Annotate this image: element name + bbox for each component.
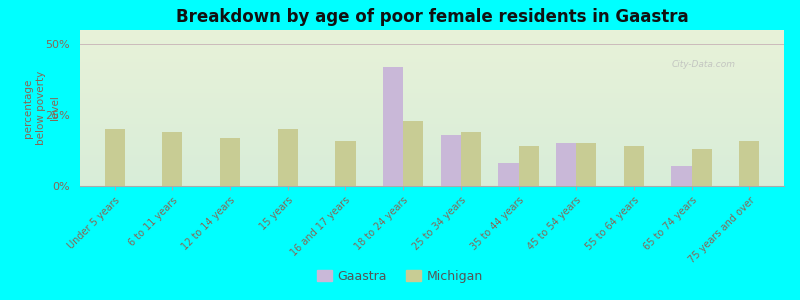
Bar: [403, 121, 423, 186]
Bar: [671, 166, 692, 186]
Bar: [335, 141, 355, 186]
Text: City-Data.com: City-Data.com: [672, 60, 736, 69]
Bar: [498, 163, 518, 186]
Title: Breakdown by age of poor female residents in Gaastra: Breakdown by age of poor female resident…: [176, 8, 688, 26]
Bar: [441, 135, 461, 186]
Bar: [105, 129, 125, 186]
Bar: [692, 149, 712, 186]
Bar: [461, 132, 481, 186]
Y-axis label: percentage
below poverty
level: percentage below poverty level: [23, 71, 59, 145]
Bar: [162, 132, 182, 186]
Bar: [556, 143, 576, 186]
Bar: [278, 129, 298, 186]
Bar: [518, 146, 538, 186]
Bar: [220, 138, 240, 186]
Legend: Gaastra, Michigan: Gaastra, Michigan: [311, 265, 489, 288]
Bar: [576, 143, 597, 186]
Bar: [624, 146, 644, 186]
Bar: [383, 67, 403, 186]
Bar: [739, 141, 759, 186]
